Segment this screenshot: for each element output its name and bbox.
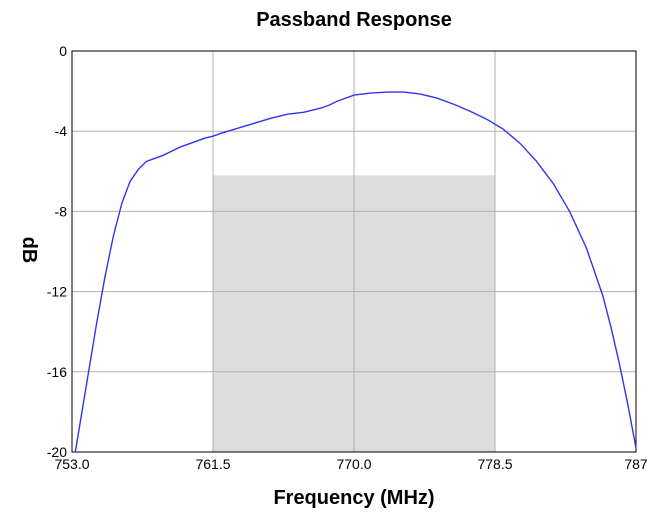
y-tick-label: -20 xyxy=(47,444,67,460)
y-tick-label: 0 xyxy=(59,43,67,59)
y-tick-label: -12 xyxy=(47,284,67,300)
x-tick-label: 778.5 xyxy=(477,456,512,472)
x-tick-label: 770.0 xyxy=(336,456,371,472)
y-tick-label: -4 xyxy=(55,123,68,139)
chart-title: Passband Response xyxy=(256,9,452,31)
x-tick-label: 787 xyxy=(624,456,648,472)
y-tick-label: -16 xyxy=(47,364,67,380)
x-tick-label: 761.5 xyxy=(195,456,230,472)
plot-area xyxy=(71,50,637,453)
y-axis-ticks: 0 -4 -8 -12 -16 -20 xyxy=(47,43,67,460)
response-curve xyxy=(74,91,637,453)
y-axis-label: dB xyxy=(18,237,40,264)
x-tick-label: 753.0 xyxy=(54,456,89,472)
y-tick-label: -8 xyxy=(55,203,68,219)
plot-frame xyxy=(71,50,637,453)
x-axis-label: Frequency (MHz) xyxy=(273,487,434,509)
x-axis-ticks: 753.0 761.5 770.0 778.5 787 xyxy=(54,456,647,472)
